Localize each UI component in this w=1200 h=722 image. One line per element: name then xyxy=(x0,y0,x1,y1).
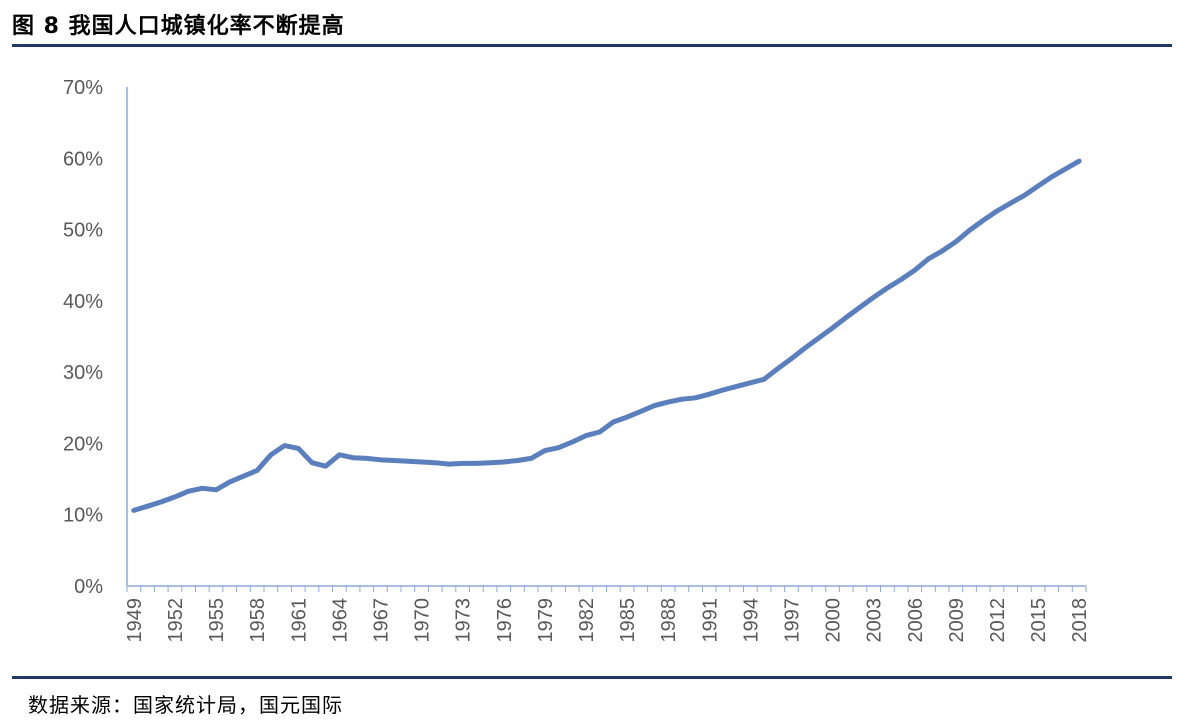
y-tick-label: 30% xyxy=(63,362,103,384)
chart-title: 图 8 我国人口城镇化率不断提高 xyxy=(12,14,345,39)
x-tick-label: 1952 xyxy=(165,598,187,643)
x-tick-label: 1964 xyxy=(329,598,351,643)
bottom-rule xyxy=(12,676,1172,679)
x-tick-label: 2018 xyxy=(1069,598,1091,643)
y-tick-label: 20% xyxy=(63,433,103,455)
x-tick-label: 2009 xyxy=(946,598,968,643)
x-tick-label: 1961 xyxy=(288,598,310,643)
x-tick-label: 1982 xyxy=(576,598,598,643)
x-tick-label: 2015 xyxy=(1028,598,1050,643)
data-source: 数据来源：国家统计局，国元国际 xyxy=(28,693,343,717)
top-rule xyxy=(12,44,1172,47)
x-tick-label: 1955 xyxy=(206,598,228,643)
x-tick-label: 1997 xyxy=(781,598,803,643)
x-tick-label: 2012 xyxy=(987,598,1009,643)
y-tick-label: 10% xyxy=(63,505,103,527)
x-tick-label: 1988 xyxy=(658,598,680,643)
y-tick-label: 0% xyxy=(74,576,103,598)
x-tick-label: 2006 xyxy=(905,598,927,643)
x-tick-label: 2000 xyxy=(823,598,845,643)
x-tick-label: 1976 xyxy=(494,598,516,643)
y-tick-label: 50% xyxy=(63,220,103,242)
x-tick-label: 1973 xyxy=(453,598,475,643)
x-tick-label: 1958 xyxy=(247,598,269,643)
y-tick-label: 40% xyxy=(63,291,103,313)
series-line xyxy=(131,158,1082,513)
y-tick-label: 60% xyxy=(63,148,103,170)
x-tick-label: 1985 xyxy=(617,598,639,643)
x-tick-label: 2003 xyxy=(864,598,886,643)
x-tick-label: 1970 xyxy=(412,598,434,643)
y-tick-label: 70% xyxy=(63,77,103,99)
x-tick-label: 1967 xyxy=(370,598,392,643)
x-tick-label: 1949 xyxy=(124,598,146,643)
x-tick-label: 1991 xyxy=(699,598,721,643)
x-tick-label: 1994 xyxy=(740,598,762,643)
x-tick-label: 1979 xyxy=(535,598,557,643)
